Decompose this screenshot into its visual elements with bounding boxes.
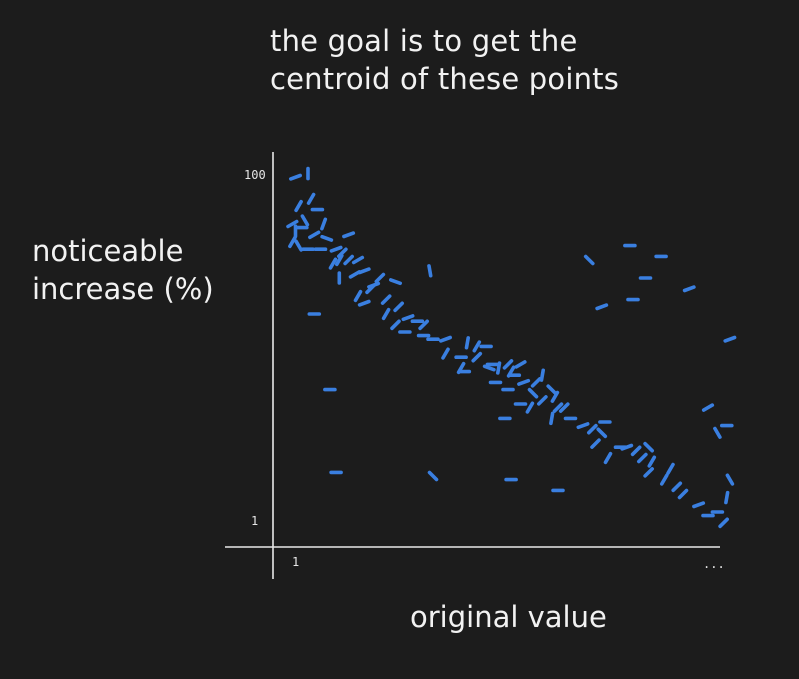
data-point [348, 270, 362, 279]
data-point [536, 395, 548, 406]
data-point [549, 411, 555, 426]
data-point [471, 351, 483, 363]
y-axis-label-line-1: noticeable [32, 234, 184, 268]
data-point [527, 387, 539, 399]
data-point [546, 384, 558, 395]
data-point [294, 239, 303, 252]
data-point [630, 445, 642, 457]
data-point [427, 470, 439, 482]
data-point [596, 427, 608, 439]
data-point [713, 426, 722, 439]
data-point [357, 299, 371, 307]
data-point [595, 303, 609, 311]
data-point [438, 335, 453, 343]
data-point [725, 473, 735, 486]
data-point [643, 467, 655, 478]
data-point [374, 272, 386, 284]
data-point [659, 473, 669, 486]
data-point [328, 257, 338, 270]
data-point [682, 285, 696, 293]
chart-title: the goal is to get the centroid of these… [270, 22, 619, 98]
data-point [666, 462, 675, 475]
data-point [517, 378, 531, 386]
data-point [723, 335, 737, 343]
data-point [334, 253, 344, 267]
data-point [482, 364, 496, 372]
data-point [539, 368, 546, 382]
data-point [308, 230, 321, 240]
data-point [365, 283, 376, 295]
data-point [636, 452, 648, 464]
data-point [342, 231, 356, 239]
data-point [718, 517, 730, 529]
data-point [401, 314, 415, 322]
data-point [590, 438, 601, 449]
data-point [576, 422, 590, 430]
y-tick-top: 100 [244, 168, 266, 182]
y-axis-label: noticeable increase (%) [32, 232, 214, 308]
data-point [677, 488, 689, 500]
data-point [288, 173, 303, 181]
data-point [586, 423, 598, 435]
data-point [525, 401, 535, 414]
data-point [427, 264, 433, 278]
data-point [506, 365, 516, 378]
data-point [390, 319, 401, 331]
data-point [353, 289, 363, 303]
data-point [552, 402, 564, 413]
data-point [724, 490, 730, 505]
data-point [329, 245, 343, 253]
data-point [550, 390, 560, 403]
data-point [671, 481, 683, 493]
data-point [320, 217, 328, 231]
data-point [643, 441, 655, 453]
data-point [300, 214, 310, 227]
data-point [381, 307, 391, 321]
data-point [288, 235, 297, 249]
data-point [286, 219, 299, 229]
x-axis-label: original value [410, 600, 607, 634]
chart-title-line-1: the goal is to get the [270, 24, 578, 58]
data-point [558, 402, 570, 413]
data-point [502, 359, 514, 370]
data-point [647, 455, 657, 468]
data-point [351, 255, 365, 265]
data-point [692, 501, 706, 509]
data-point [343, 254, 355, 266]
data-point [294, 199, 303, 213]
data-point [306, 192, 316, 205]
x-tick-left: 1 [292, 555, 299, 569]
data-point [514, 360, 527, 369]
data-point [441, 347, 450, 360]
data-point [464, 336, 471, 350]
y-tick-bottom: 1 [251, 514, 258, 528]
data-point [495, 361, 502, 375]
data-point [583, 254, 595, 266]
data-point [388, 278, 403, 286]
data-point [620, 443, 634, 451]
chart-title-line-2: centroid of these points [270, 62, 620, 96]
data-point [603, 451, 613, 465]
data-point [336, 247, 348, 259]
data-point [357, 267, 371, 275]
data-point [530, 377, 542, 388]
data-point [472, 340, 482, 353]
data-point [320, 234, 334, 242]
data-point [701, 403, 715, 412]
y-axis-label-line-2: increase (%) [32, 272, 214, 306]
data-point [380, 294, 392, 305]
data-point [418, 319, 430, 331]
x-tick-right: ... [703, 557, 725, 571]
data-point [456, 361, 466, 375]
data-point [393, 301, 405, 313]
data-points [286, 166, 737, 529]
